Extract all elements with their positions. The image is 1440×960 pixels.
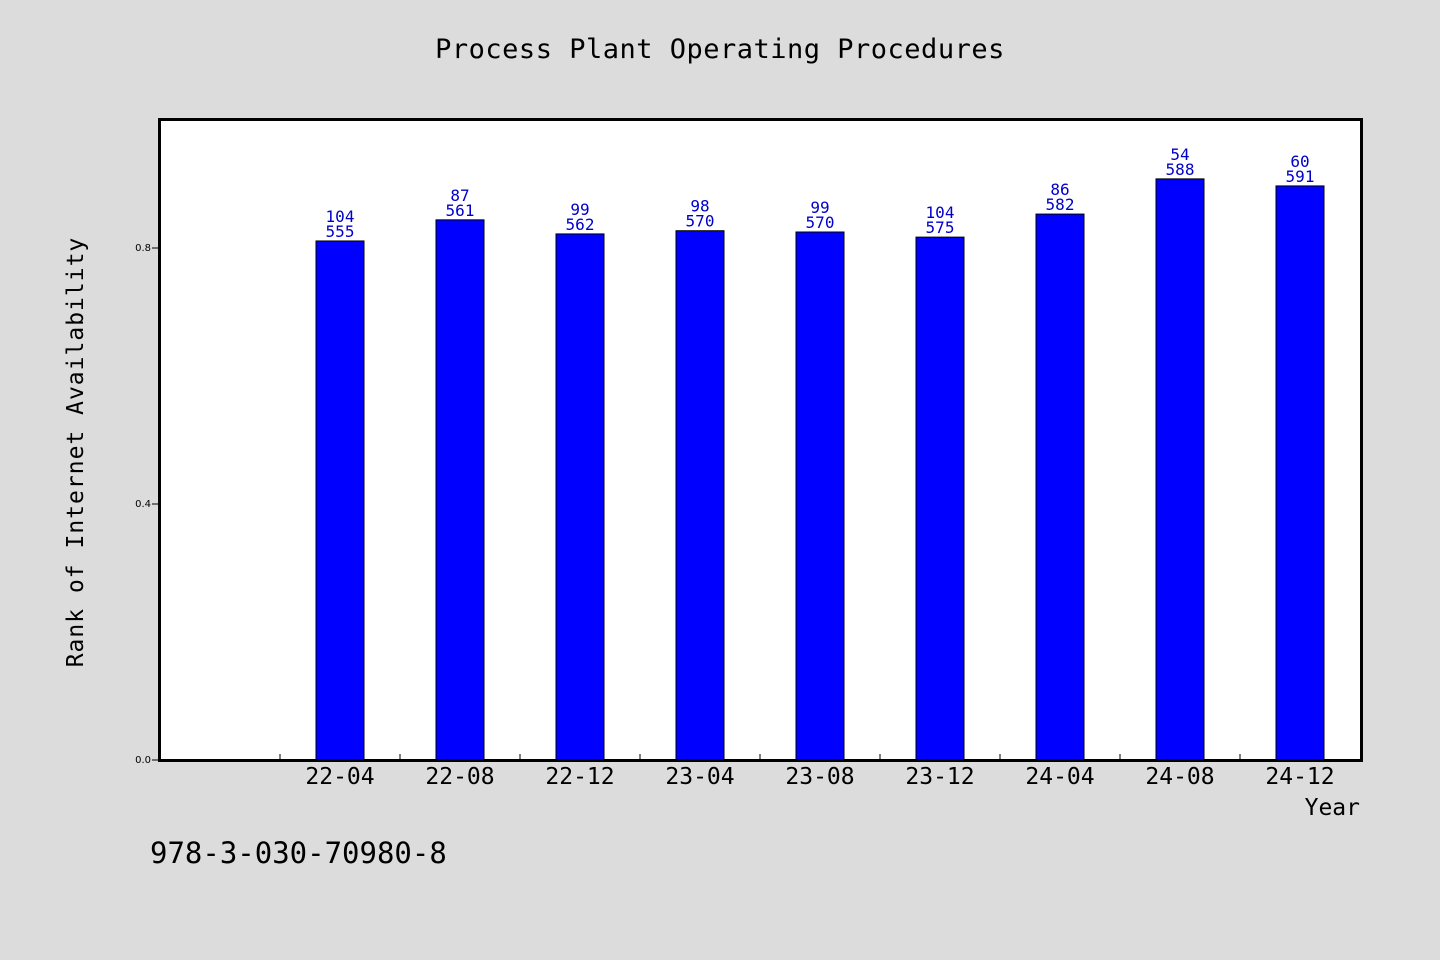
bar-label-top: 99: [570, 200, 589, 219]
bar-23-08: [795, 231, 845, 761]
bar-22-12: [555, 233, 605, 761]
x-axis-label: Year: [1304, 795, 1360, 821]
bar-label-top: 87: [450, 186, 469, 205]
bar-label-top: 104: [326, 207, 355, 226]
bar-23-04: [675, 230, 725, 761]
bar-label-bottom: 591: [1286, 167, 1315, 186]
bar-24-04: [1035, 213, 1085, 761]
chart-title: Process Plant Operating Procedures: [435, 34, 1005, 65]
x-tick-label: 22-04: [305, 764, 374, 790]
bar-22-08: [435, 219, 485, 761]
bar-24-08: [1155, 178, 1205, 761]
bar-label-top: 98: [690, 197, 709, 216]
bar-label-bottom: 582: [1046, 195, 1075, 214]
bar-label-top: 86: [1050, 180, 1069, 199]
bar-label-top: 54: [1170, 145, 1189, 164]
y-tick-label: 0.4: [135, 499, 151, 510]
bar-label-bottom: 561: [446, 201, 475, 220]
y-tick-label: 0.0: [135, 755, 151, 766]
axis-layer: 0.0 0.4 0.8 22-04 22-08 22-12 23-04 23-08 23-12 2…: [135, 243, 1335, 790]
y-tick-label: 0.8: [135, 243, 151, 254]
bar-22-04: [315, 240, 365, 761]
bar-label-bottom: 570: [686, 212, 715, 231]
bar-23-12: [915, 236, 965, 761]
x-tick-label: 22-08: [425, 764, 494, 790]
bar-label-top: 60: [1290, 152, 1309, 171]
bar-24-12: [1275, 185, 1325, 761]
bar-label-bottom: 588: [1166, 160, 1195, 179]
x-tick-label: 24-12: [1265, 764, 1334, 790]
bar-label-bottom: 562: [566, 215, 595, 234]
x-tick-label: 23-04: [665, 764, 734, 790]
x-tick-label: 23-12: [905, 764, 974, 790]
x-tick-label: 24-08: [1145, 764, 1214, 790]
bar-label-bottom: 570: [806, 213, 835, 232]
x-tick-label: 24-04: [1025, 764, 1094, 790]
x-tick-label: 23-08: [785, 764, 854, 790]
bar-label-top: 104: [926, 203, 955, 222]
footer-code: 978-3-030-70980-8: [150, 836, 447, 870]
bar-label-bottom: 555: [326, 222, 355, 241]
bar-label-top: 99: [810, 198, 829, 217]
x-tick-label: 22-12: [545, 764, 614, 790]
bar-label-bottom: 575: [926, 218, 955, 237]
